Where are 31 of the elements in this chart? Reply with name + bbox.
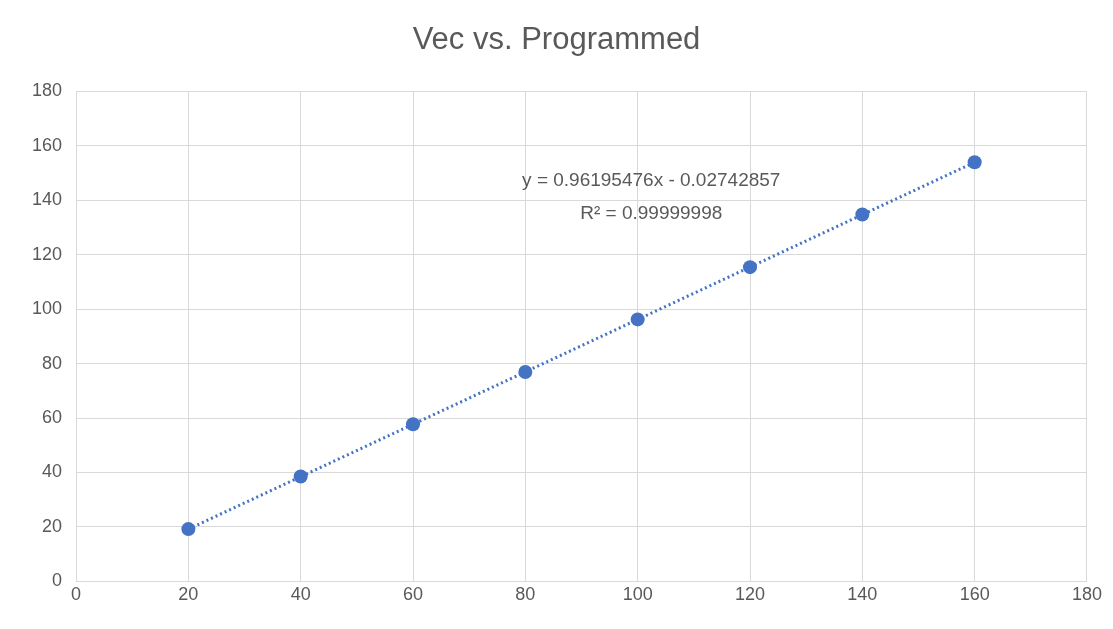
annotation: y = 0.96195476x - 0.02742857 (522, 169, 781, 191)
y-tick-label: 0 (52, 570, 63, 591)
point (630, 312, 645, 327)
point (181, 522, 196, 537)
y-tick-label: 160 (31, 134, 63, 155)
x-tick-label: 20 (178, 584, 199, 605)
y-tick-label: 140 (31, 189, 63, 210)
x-tick-label: 100 (622, 584, 653, 605)
x-tick-label: 140 (847, 584, 878, 605)
point (518, 364, 533, 379)
x-tick-label: 160 (959, 584, 990, 605)
point (406, 417, 421, 432)
x-tick-label: 40 (290, 584, 311, 605)
y-tick-label: 100 (31, 298, 63, 319)
y-tick-label: 60 (42, 406, 63, 427)
y-tick-label: 40 (42, 461, 63, 482)
x-tick-label: 120 (734, 584, 766, 605)
y-tick-label: 20 (42, 515, 63, 536)
chart-title: Vec vs. Programmed (412, 21, 701, 57)
x-tick-label: 180 (1071, 584, 1103, 605)
x-tick-label: 0 (71, 584, 82, 605)
point (967, 155, 982, 170)
annotation: R² = 0.99999998 (580, 202, 723, 224)
point (743, 260, 757, 275)
point (293, 469, 308, 484)
x-tick-label: 60 (403, 584, 424, 605)
x-tick-label: 80 (515, 584, 536, 605)
y-tick-label: 120 (31, 243, 63, 264)
y-tick-label: 180 (31, 80, 63, 101)
point (855, 207, 870, 222)
y-tick-label: 80 (42, 352, 63, 373)
